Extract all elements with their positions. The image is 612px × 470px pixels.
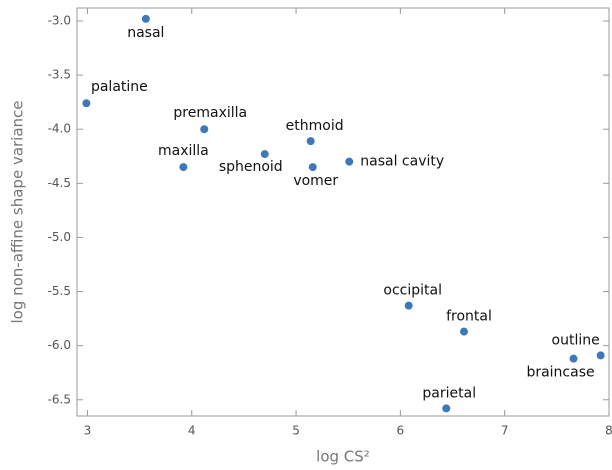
y-tick-label: -6.5	[48, 392, 71, 406]
x-tick-label: 7	[501, 424, 509, 438]
point-label: palatine	[91, 79, 148, 95]
point-label: nasal cavity	[360, 154, 444, 170]
point-label: parietal	[422, 385, 476, 401]
point-label: nasal	[127, 25, 164, 41]
point	[569, 354, 578, 363]
x-tick-label: 4	[188, 424, 196, 438]
x-axis-label: log CS²	[316, 448, 370, 466]
plot-frame	[76, 7, 610, 417]
point-label: frontal	[446, 309, 492, 325]
point-label: outline	[552, 332, 600, 348]
point	[460, 327, 469, 336]
y-tick-label: -3.0	[48, 13, 71, 27]
x-tick-label: 3	[84, 424, 92, 438]
point-label: vomer	[293, 173, 338, 189]
y-tick-label: -6.0	[48, 338, 71, 352]
y-tick-label: -5.0	[48, 230, 71, 244]
point-label: sphenoid	[219, 159, 283, 175]
x-tick-label: 6	[397, 424, 405, 438]
point	[179, 163, 188, 172]
point	[404, 301, 413, 310]
y-tick-label: -4.5	[48, 176, 71, 190]
point	[306, 137, 315, 146]
x-tick-label: 5	[292, 424, 300, 438]
point-label: braincase	[526, 365, 594, 381]
y-tick-label: -5.5	[48, 284, 71, 298]
point	[442, 404, 451, 413]
point-label: maxilla	[158, 143, 209, 159]
point-label: ethmoid	[286, 118, 344, 134]
y-tick-label: -3.5	[48, 68, 71, 82]
y-tick-label: -4.0	[48, 122, 71, 136]
point	[596, 351, 605, 360]
point-label: premaxilla	[173, 105, 247, 121]
point-label: occipital	[383, 283, 442, 299]
y-axis-label: log non-affine shape variance	[9, 100, 27, 323]
point	[345, 157, 354, 166]
point	[200, 125, 209, 134]
point	[260, 150, 269, 159]
point	[308, 163, 317, 172]
x-tick-label: 8	[605, 424, 612, 438]
point	[141, 14, 150, 23]
point	[82, 99, 91, 108]
